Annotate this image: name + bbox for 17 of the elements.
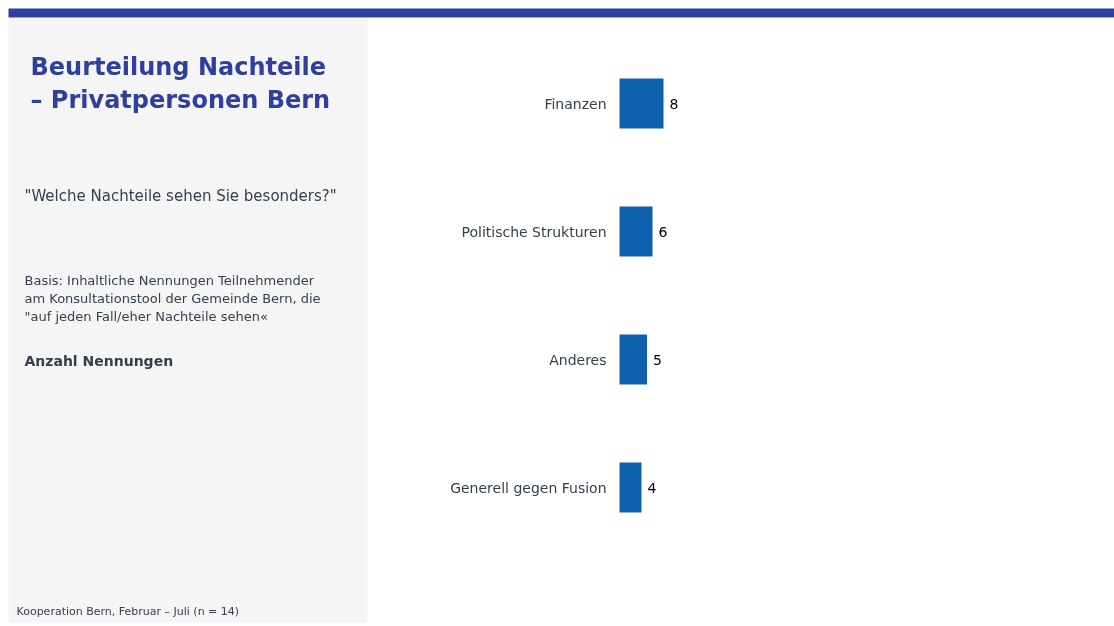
y-tick-label: Politische Strukturen — [461, 223, 607, 240]
text: Anzahl Nennungen — [24, 352, 174, 369]
text: "Welche Nachteile sehen Sie besonders?" — [24, 186, 337, 205]
text: Kooperation Bern, Februar – Juli (n = 14) — [16, 604, 240, 618]
bar — [619, 462, 642, 513]
y-tick-label: Generell gegen Fusion — [450, 479, 607, 496]
bar — [619, 334, 647, 385]
bar — [619, 78, 664, 129]
text: Basis: Inhaltliche Nennungen Teilnehmender am Konsultationstool der Gemeinde Bern, die "auf jeden Fall/eher Nachteile sehen« — [24, 272, 321, 324]
data-label: 4 — [647, 479, 657, 496]
data-label: 8 — [669, 95, 679, 112]
y-tick-label: Anderes — [549, 351, 607, 368]
bar — [619, 206, 653, 257]
data-label: 5 — [653, 351, 662, 368]
y-tick-label: Finanzen — [544, 95, 607, 112]
text: Beurteilung Nachteile – Privatpersonen Bern — [30, 52, 331, 115]
data-label: 6 — [658, 223, 668, 240]
